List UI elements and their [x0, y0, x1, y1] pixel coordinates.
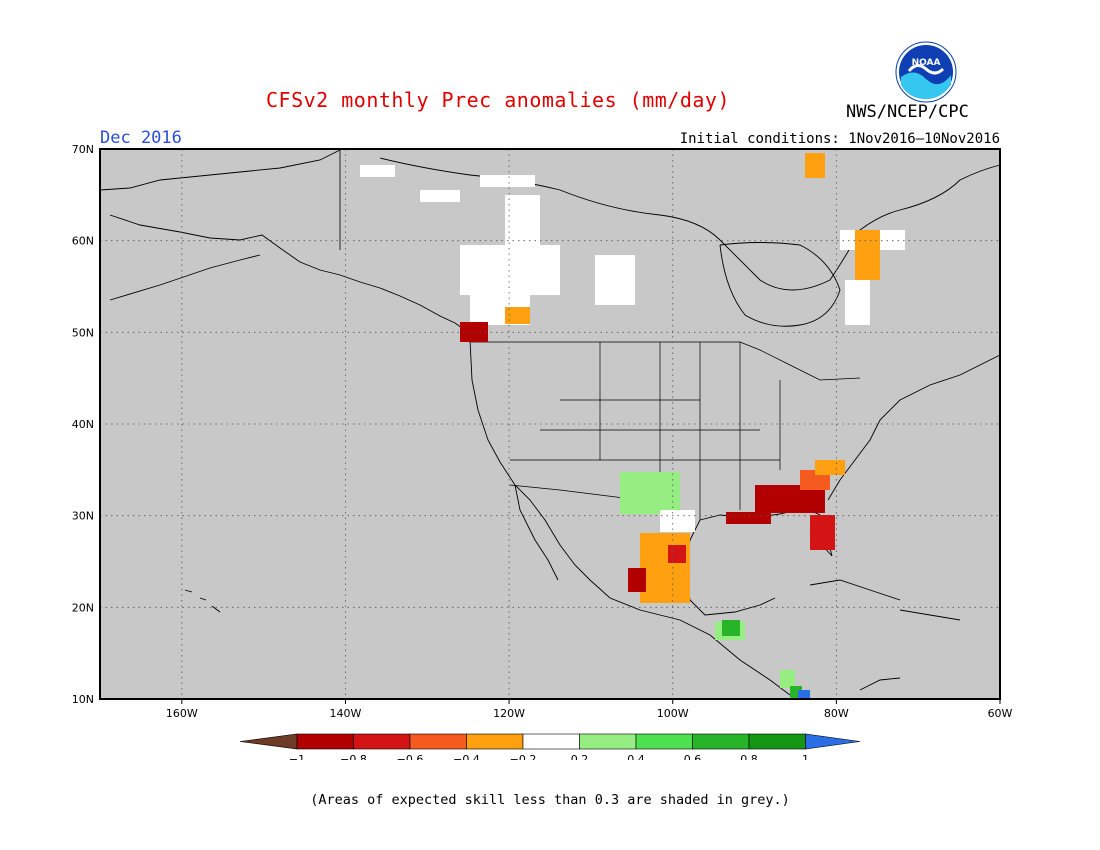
colorbar-swatch — [466, 733, 524, 750]
latitude-label: 50N — [72, 326, 94, 339]
colorbar-swatch — [635, 733, 693, 750]
latitude-label: 30N — [72, 510, 94, 523]
neutral-patch — [595, 255, 635, 305]
colorbar-swatch — [353, 733, 411, 750]
dry-patch — [668, 545, 686, 563]
colorbar-swatch — [409, 733, 467, 750]
skill-footnote: (Areas of expected skill less than 0.3 a… — [310, 792, 790, 808]
latitude-label: 20N — [72, 601, 94, 614]
coastlines — [99, 149, 1001, 696]
latitude-label: 40N — [72, 418, 94, 431]
svg-text:NOAA: NOAA — [912, 58, 941, 68]
wet-patch — [780, 670, 795, 688]
latitude-label: 70N — [72, 143, 94, 156]
colorbar-label: −1 — [289, 753, 305, 760]
map-frame — [99, 148, 1001, 700]
dry-patch — [628, 568, 646, 592]
colorbar-label: −0.6 — [397, 753, 424, 760]
dry-patch — [640, 533, 690, 603]
colorbar-label: −0.2 — [510, 753, 537, 760]
dry-patch — [805, 153, 825, 178]
colorbar-swatch — [692, 733, 750, 750]
longitude-label: 100W — [657, 707, 689, 720]
dry-patch — [726, 512, 771, 524]
colorbar-label: 0.8 — [740, 753, 758, 760]
longitude-label: 80W — [824, 707, 849, 720]
graticule — [100, 149, 1000, 699]
neutral-patch — [460, 245, 560, 295]
colorbar-label: −0.8 — [340, 753, 367, 760]
latitude-label: 60N — [72, 235, 94, 248]
agency-label: NWS/NCEP/CPC — [846, 102, 969, 122]
latitude-label: 10N — [72, 693, 94, 706]
colorbar-swatch — [748, 733, 806, 750]
map-title: CFSv2 monthly Prec anomalies (mm/day) — [265, 88, 731, 112]
colorbar-swatch — [296, 733, 354, 750]
noaa-logo-icon: NOAA — [895, 41, 957, 103]
neutral-patch — [660, 510, 695, 532]
neutral-patch — [845, 280, 870, 325]
longitude-label: 60W — [988, 707, 1013, 720]
very-wet-patch — [798, 690, 810, 699]
wet-patch — [722, 620, 740, 636]
dry-patch — [505, 307, 530, 324]
colorbar-swatch — [579, 733, 637, 750]
longitude-label: 140W — [330, 707, 362, 720]
colorbar-max-arrow — [805, 733, 861, 750]
colorbar-label: 0.2 — [571, 753, 589, 760]
longitude-label: 120W — [493, 707, 525, 720]
political-borders — [470, 341, 861, 520]
dry-patch — [855, 230, 880, 280]
colorbar-label: 1 — [802, 753, 809, 760]
wet-patch — [620, 472, 680, 514]
anomaly-patches — [360, 153, 905, 699]
colorbar-label: 0.6 — [684, 753, 702, 760]
colorbar-label: 0.4 — [627, 753, 645, 760]
forecast-month: Dec 2016 — [100, 128, 182, 148]
neutral-patch — [360, 165, 395, 177]
initial-conditions: Initial conditions: 1Nov2016–10Nov2016 — [679, 131, 1000, 147]
neutral-patch — [420, 190, 460, 202]
neutral-patch — [480, 175, 535, 187]
colorbar-swatch — [522, 733, 580, 750]
colorbar — [239, 733, 861, 750]
neutral-patch — [505, 195, 540, 245]
longitude-label: 160W — [166, 707, 198, 720]
colorbar-label: −0.4 — [453, 753, 480, 760]
colorbar-min-arrow — [239, 733, 298, 750]
dry-patch — [815, 460, 845, 475]
dry-patch — [810, 515, 835, 550]
